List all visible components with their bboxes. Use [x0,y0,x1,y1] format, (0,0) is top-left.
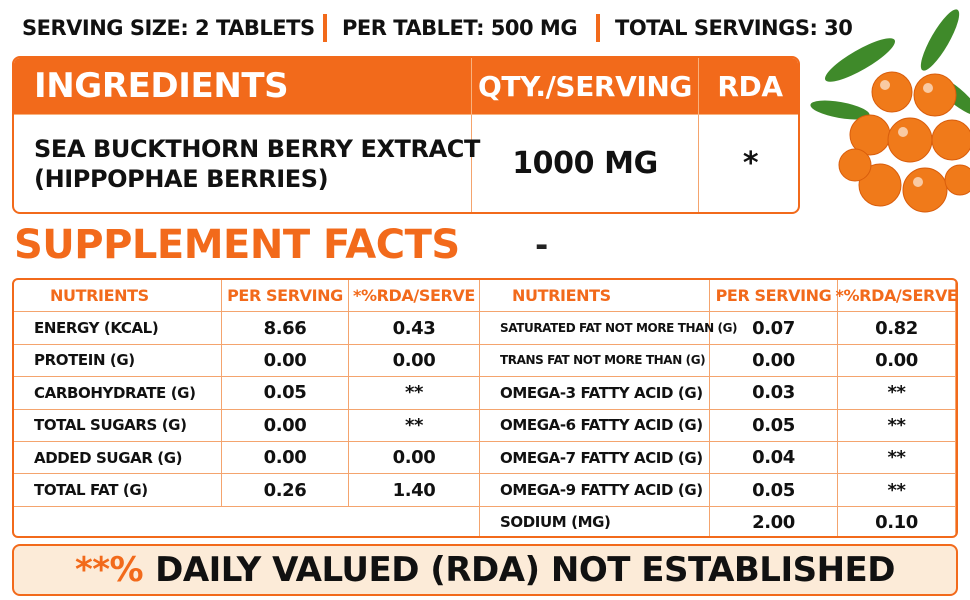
nutrient-name: SATURATED FAT NOT MORE THAN (G) [480,312,738,345]
per-serving: 0.04 [710,442,838,475]
ingredient-rda: * [742,146,759,181]
facts-title: SUPPLEMENT FACTS [14,222,460,268]
nutrient-name: ENERGY (KCAL) [14,312,222,345]
facts-header: PER SERVING [222,280,349,313]
serving-size: SERVING SIZE: 2 TABLETS [22,16,315,40]
nutrient-name: OMEGA-3 FATTY ACID (G) [480,377,710,410]
nutrient-name: ADDED SUGAR (G) [14,442,222,475]
footer-text: DAILY VALUED (RDA) NOT ESTABLISHED [155,550,896,590]
rda-serve: ** [838,442,956,475]
facts-header: NUTRIENTS [480,280,710,313]
rda-serve: 0.00 [349,344,480,378]
rda-serve: 1.40 [349,474,480,507]
rda-serve: 0.43 [349,312,480,345]
rda-serve: ** [838,409,956,442]
ingredient-name-line: (HIPPOPHAE BERRIES) [34,164,329,193]
per-serving: 8.66 [222,312,349,345]
rda-serve: 0.10 [838,506,956,536]
footer-note: **% DAILY VALUED (RDA) NOT ESTABLISHED [12,544,958,596]
nutrient-name: OMEGA-7 FATTY ACID (G) [480,442,710,475]
per-serving: 0.00 [710,344,838,378]
separator [596,14,600,42]
rda-serve: ** [349,409,480,442]
nutrient-name: OMEGA-9 FATTY ACID (G) [480,474,710,507]
facts-header: *%RDA/SERVE [836,280,956,313]
rda-serve: 0.00 [838,344,956,378]
nutrient-name: OMEGA-6 FATTY ACID (G) [480,409,710,442]
facts-header: NUTRIENTS [14,280,222,313]
berries-illustration [810,9,970,213]
per-serving: 0.03 [710,377,838,410]
per-serving: 0.05 [222,377,349,410]
rda-serve: ** [838,474,956,507]
per-serving: 0.00 [222,409,349,442]
separator [323,14,327,42]
per-serving: 0.05 [710,409,838,442]
total-servings: TOTAL SERVINGS: 30 [615,16,853,40]
ingredient-name-line: SEA BUCKTHORN BERRY EXTRACT [34,134,480,163]
per-serving: 0.05 [710,474,838,507]
per-serving: 2.00 [710,506,838,536]
per-serving: 0.07 [710,312,838,345]
rda-serve: ** [838,377,956,410]
ingredient-name: SEA BUCKTHORN BERRY EXTRACT (HIPPOPHAE BE… [14,115,480,212]
rda-serve: ** [349,377,480,410]
rda-serve: 0.00 [349,442,480,475]
nutrient-name: CARBOHYDRATE (G) [14,377,222,410]
ingredients-table: INGREDIENTS QTY./SERVING RDA SEA BUCKTHORN … [12,56,800,214]
ingredients-header: QTY./SERVING [472,58,699,115]
nutrient-name: TRANS FAT NOT MORE THAN (G) [480,344,710,378]
footer-marker: **% [74,550,144,590]
ingredient-qty: 1000 MG [472,115,699,212]
per-serving: 0.00 [222,344,349,378]
rda-serve: 0.82 [838,312,956,345]
per-tablet: PER TABLET: 500 MG [342,16,578,40]
empty-row [14,506,480,536]
nutrient-name: PROTEIN (G) [14,344,222,378]
facts-table: NUTRIENTS PER SERVING *%RDA/SERVE ENERGY (K… [12,278,958,538]
ingredients-header: INGREDIENTS [14,58,472,115]
nutrient-name: SODIUM (MG) [480,506,710,536]
facts-header: PER SERVING [710,280,838,313]
per-serving: 0.00 [222,442,349,475]
ingredients-header: RDA [699,58,798,115]
nutrient-name: TOTAL SUGARS (G) [14,409,222,442]
facts-title-suffix: - [535,226,549,264]
nutrient-name: TOTAL FAT (G) [14,474,222,507]
per-serving: 0.26 [222,474,349,507]
facts-header: *%RDA/SERVE [349,280,480,313]
